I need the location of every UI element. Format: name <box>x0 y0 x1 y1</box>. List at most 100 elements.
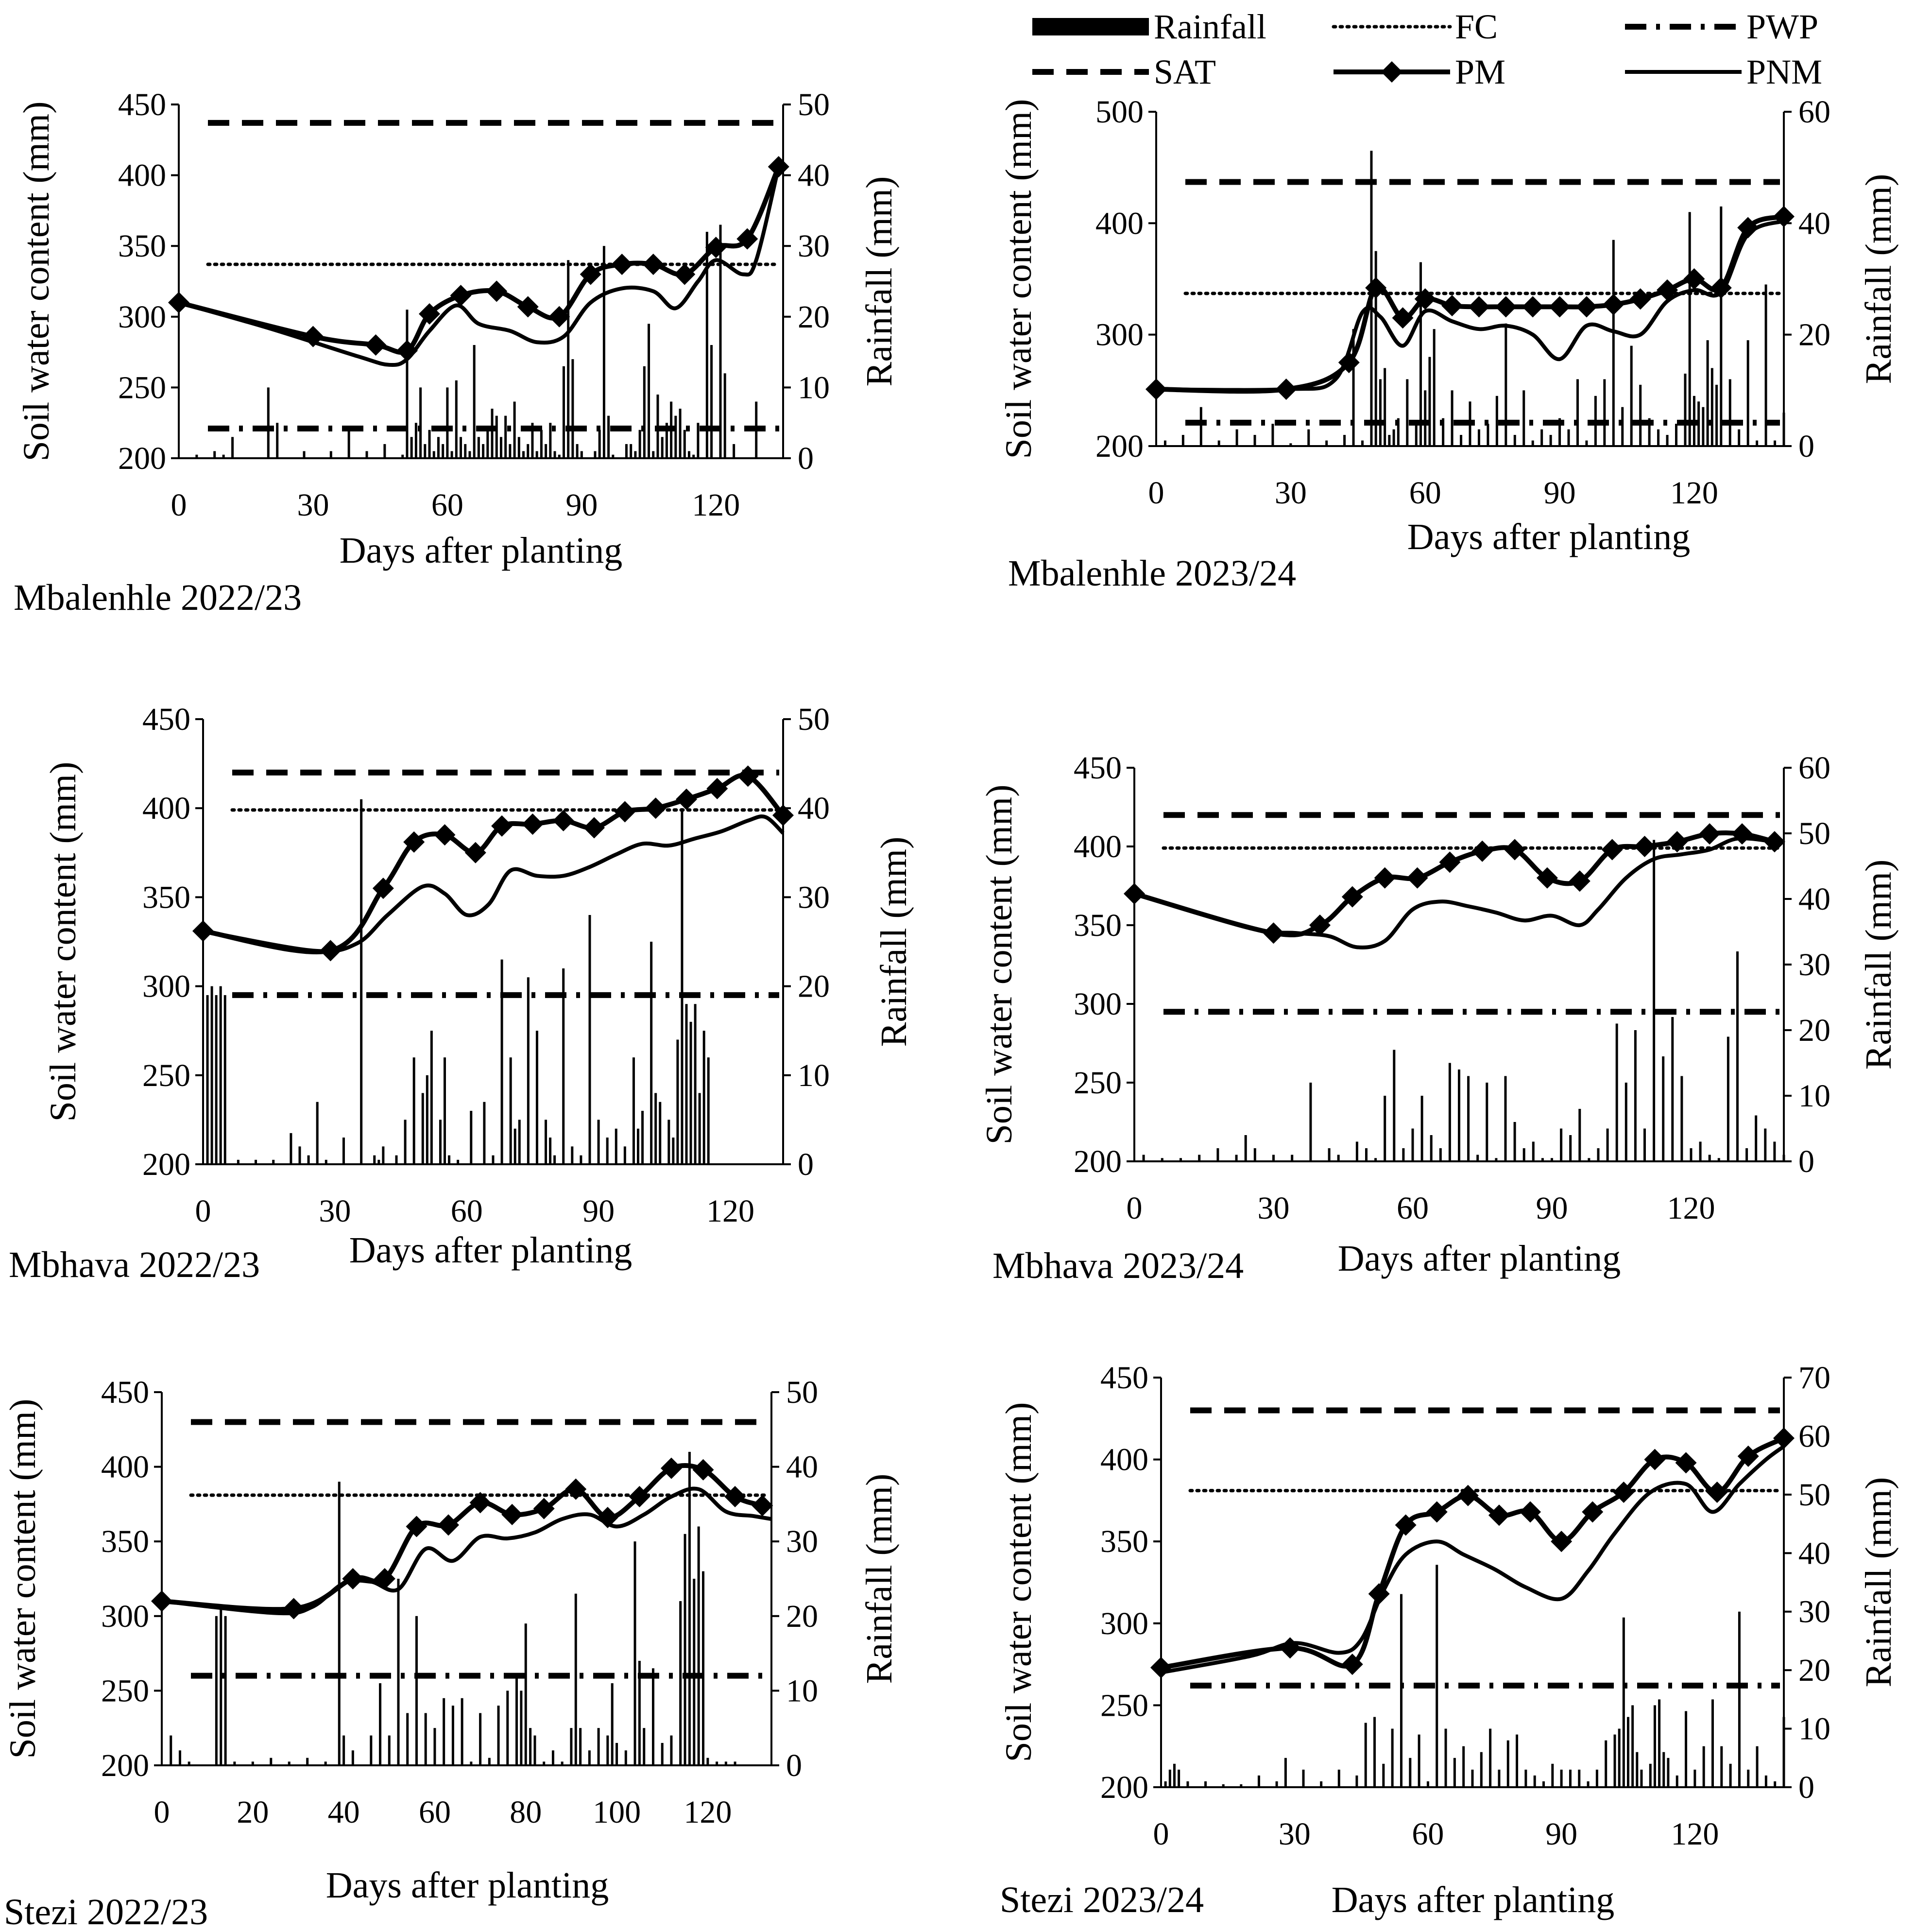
rainfall-bar <box>444 1057 446 1164</box>
pm-line <box>161 1463 763 1612</box>
x-tick-label: 20 <box>237 1794 269 1830</box>
rainfall-bar <box>1180 1158 1182 1161</box>
rainfall-bar <box>1720 1746 1723 1787</box>
rainfall-bar <box>1409 1758 1412 1787</box>
pm-marker <box>1613 1482 1635 1503</box>
rainfall-bar <box>659 1102 662 1164</box>
y-tick-label: 450 <box>142 702 190 737</box>
rainfall-bar <box>1578 1769 1581 1787</box>
rainfall-bar <box>549 423 552 458</box>
rainfall-bar <box>1467 1076 1470 1161</box>
rainfall-bar <box>607 415 610 458</box>
rainfall-bar <box>1627 1717 1629 1787</box>
rainfall-bar <box>661 437 664 458</box>
legend-label-pm: PM <box>1455 52 1505 91</box>
rainfall-bar <box>1540 429 1543 446</box>
pm-marker <box>548 306 570 328</box>
rainfall-bar <box>483 1102 486 1164</box>
rainfall-bar <box>571 1146 574 1164</box>
y-tick-label: 400 <box>1074 829 1122 864</box>
rainfall-bar <box>290 1133 292 1164</box>
rainfall-bar <box>1355 1141 1358 1161</box>
rainfall-bar <box>1567 429 1570 446</box>
x-tick-label: 120 <box>1671 1816 1719 1852</box>
pm-marker <box>1683 268 1705 290</box>
y-axis-title: Soil water content (mm) <box>979 785 1020 1145</box>
rainfall-bar <box>1439 1148 1442 1161</box>
pm-marker <box>517 296 539 318</box>
y2-tick-label: 30 <box>798 228 830 264</box>
rainfall-bar <box>1489 1728 1492 1787</box>
rainfall-bar <box>1516 1734 1519 1787</box>
pm-marker <box>597 1507 618 1529</box>
rainfall-bar <box>1448 1063 1451 1161</box>
rainfall-bar <box>1755 1115 1758 1161</box>
rainfall-bar <box>616 1742 618 1765</box>
rainfall-bar <box>430 1031 433 1164</box>
y2-tick-label: 50 <box>1798 1477 1830 1513</box>
rainfall-bar <box>1560 1769 1563 1787</box>
rainfall-bar <box>1697 401 1700 446</box>
pm-marker <box>1522 296 1544 318</box>
rainfall-bar <box>1364 1723 1367 1787</box>
rainfall-bar <box>684 1534 686 1765</box>
x-tick-label: 80 <box>510 1794 542 1830</box>
rainfall-bar <box>679 409 682 458</box>
x-axis-title: Days after planting <box>326 1865 609 1906</box>
rainfall-bar <box>443 1698 445 1765</box>
y-tick-label: 400 <box>101 1449 149 1485</box>
rainfall-bar <box>1337 1155 1340 1161</box>
rainfall-bar <box>1533 1775 1536 1787</box>
x-tick-label: 30 <box>297 487 329 523</box>
rainfall-bar <box>1764 1128 1767 1161</box>
rainfall-bar <box>545 1120 547 1164</box>
rainfall-bar <box>1595 1769 1598 1787</box>
rainfall-bar <box>1275 1781 1278 1787</box>
legend-label-sat: SAT <box>1154 52 1216 91</box>
pm-marker <box>450 285 472 307</box>
pm-markers <box>168 156 789 362</box>
panel-title: Stezi 2023/24 <box>1000 1880 1204 1920</box>
pm-marker <box>1666 831 1688 853</box>
y-tick-label: 450 <box>1074 750 1122 786</box>
rainfall-bar <box>1745 1148 1748 1161</box>
pm-marker <box>676 788 697 810</box>
pm-marker <box>1504 839 1526 861</box>
rainfall-bar <box>1688 212 1691 446</box>
panel-title: Mbhava 2023/24 <box>992 1245 1244 1286</box>
y2-tick-label: 40 <box>798 791 830 826</box>
rainfall-bar <box>517 437 520 458</box>
rainfall-bar <box>597 1728 600 1765</box>
rainfall-bar <box>1400 1594 1402 1787</box>
rainfall-bar <box>1397 418 1400 446</box>
x-tick-label: 60 <box>431 487 463 523</box>
rainfall-bar <box>499 437 502 458</box>
rainfall-bar <box>1428 357 1431 446</box>
x-tick-label: 0 <box>154 1794 170 1830</box>
rainfall-bar <box>1675 424 1678 446</box>
y2-tick-label: 0 <box>798 1147 814 1182</box>
pm-marker <box>1468 296 1490 318</box>
rainfall-bar <box>643 366 646 458</box>
rainfall-bar <box>1458 1070 1460 1161</box>
rainfall-bar <box>1235 429 1238 446</box>
rainfall-bar <box>1186 1781 1189 1787</box>
rainfall-bar <box>206 995 209 1164</box>
rainfall-bar <box>1253 1148 1256 1161</box>
rainfall-bar <box>634 451 637 458</box>
panel-title: Mbalenhle 2023/24 <box>1008 553 1296 594</box>
rainfall-bar <box>178 1750 181 1765</box>
rainfall-bar <box>706 1758 709 1765</box>
rainfall-bar <box>594 451 597 458</box>
rainfall-bar <box>1621 407 1624 446</box>
rainfall-bar <box>406 310 409 458</box>
rainfall-bar <box>267 387 270 458</box>
pm-marker <box>406 1516 427 1537</box>
rainfall-bar <box>598 430 601 458</box>
rainfall-bar <box>237 1159 239 1164</box>
rainfall-bar <box>1720 206 1723 446</box>
rainfall-bar <box>1622 1617 1625 1787</box>
x-tick-label: 30 <box>1275 475 1307 511</box>
y2-tick-label: 60 <box>1798 94 1830 130</box>
rainfall-bar <box>1506 1740 1509 1787</box>
